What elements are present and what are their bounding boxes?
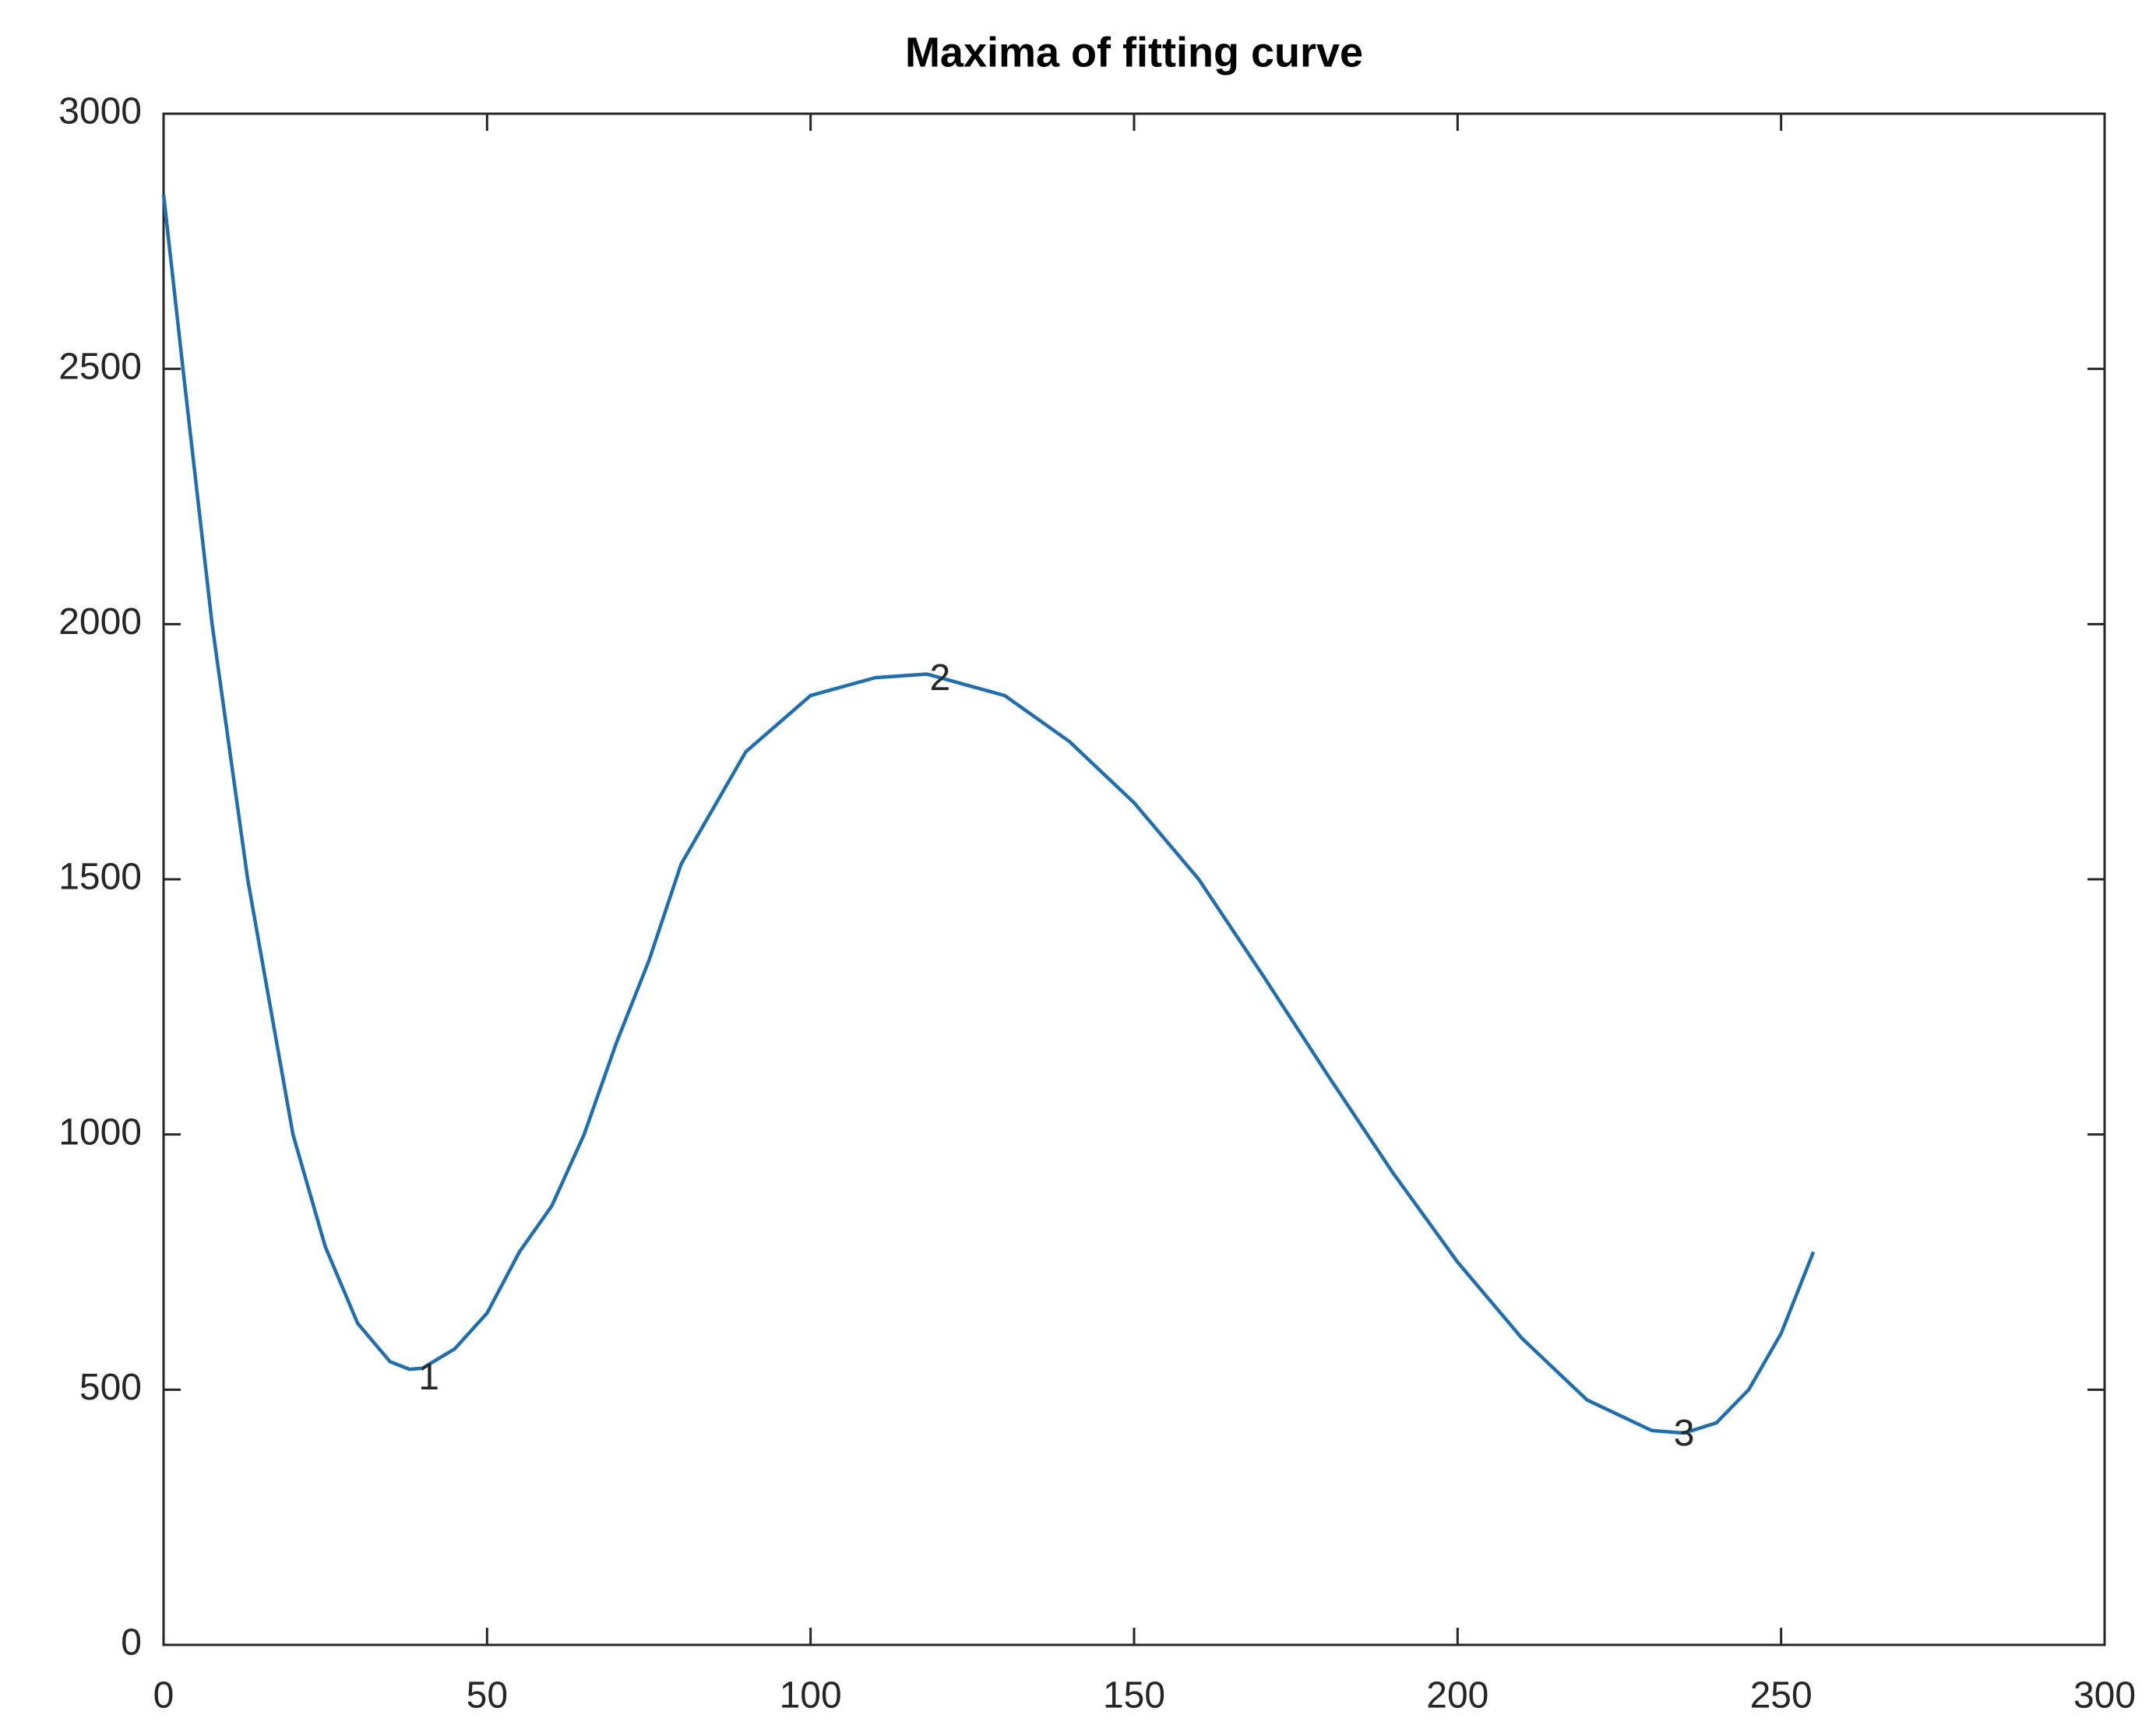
y-tick-label: 2000 <box>58 601 142 643</box>
annotation: 1 <box>418 1357 439 1398</box>
x-tick-label: 300 <box>2073 1675 2136 1717</box>
chart-title: Maxima of fitting curve <box>905 29 1363 76</box>
annotation: 3 <box>1674 1413 1695 1454</box>
y-tick-label: 1500 <box>58 857 142 898</box>
x-tick-label: 50 <box>467 1675 508 1717</box>
x-tick-label: 250 <box>1750 1675 1813 1717</box>
x-tick-label: 0 <box>153 1675 174 1717</box>
x-tick-label: 150 <box>1103 1675 1165 1717</box>
y-tick-label: 1000 <box>58 1111 142 1153</box>
y-tick-label: 2500 <box>58 346 142 387</box>
y-tick-label: 500 <box>79 1367 142 1408</box>
x-tick-label: 100 <box>780 1675 842 1717</box>
y-tick-label: 0 <box>121 1622 142 1664</box>
line-series <box>161 194 1816 1435</box>
annotation: 2 <box>929 657 950 699</box>
y-tick-label: 3000 <box>58 91 142 132</box>
x-tick-label: 200 <box>1426 1675 1488 1717</box>
